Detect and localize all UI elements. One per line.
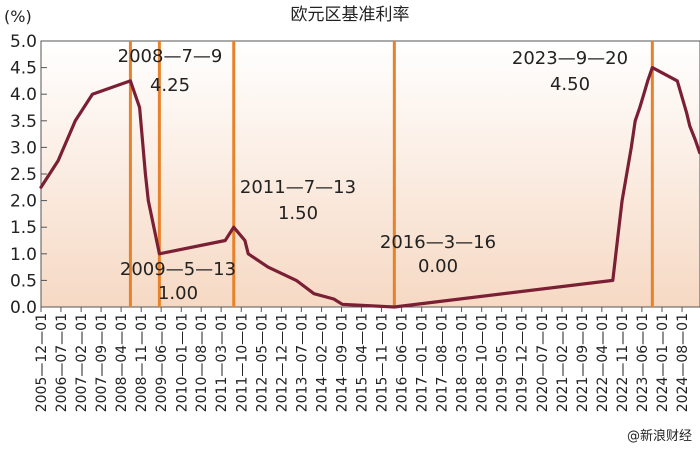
x-tick-label: 2006—07—01 — [54, 313, 70, 412]
x-tick-label: 2017—01—01 — [415, 313, 431, 412]
plot-area — [40, 40, 700, 308]
x-tick-label: 2016—06—01 — [395, 313, 411, 412]
annotation-value: 0.00 — [418, 256, 458, 277]
annotation-value: 1.00 — [158, 283, 198, 304]
x-tick-label: 2009—06—01 — [154, 313, 170, 412]
y-tick-label: 1.5 — [10, 218, 37, 238]
y-axis: 5.0 4.5 4.0 3.5 3.0 2.5 2.0 1.5 1.0 0.5 0.0 — [10, 32, 47, 318]
y-tick-label: 5.0 — [10, 32, 37, 52]
y-tick-label: 3.0 — [10, 138, 37, 158]
chart-title: 欧元区基准利率 — [291, 5, 410, 25]
annotation-date: 2016—3—16 — [380, 232, 496, 253]
x-tick-label: 2008—04—01 — [114, 313, 130, 412]
annotation-date: 2009—5—13 — [120, 259, 236, 280]
x-tick-label: 2007—09—01 — [94, 313, 110, 412]
annotation-date: 2011—7—13 — [240, 177, 356, 198]
x-tick-label: 2017—08—01 — [435, 313, 451, 412]
x-tick-label: 2020—07—01 — [535, 313, 551, 412]
x-tick-label: 2012—12—01 — [274, 313, 290, 412]
x-tick-label: 2011—03—01 — [214, 313, 230, 412]
x-tick-label: 2022—11—01 — [615, 313, 631, 412]
y-tick-label: 3.5 — [10, 112, 37, 132]
y-tick-label: 0.5 — [10, 271, 37, 291]
x-tick-label: 2019—12—01 — [515, 313, 531, 412]
annotation-value: 4.25 — [150, 75, 190, 96]
x-tick-label: 2022—04—01 — [595, 313, 611, 412]
x-tick-label: 2019—05—01 — [495, 313, 511, 412]
y-tick-label: 2.5 — [10, 165, 37, 185]
annotation-value: 4.50 — [550, 74, 590, 95]
x-tick-label: 2008—11—01 — [134, 313, 150, 412]
x-tick-label: 2010—08—01 — [194, 313, 210, 412]
x-tick-label: 2007—02—01 — [74, 313, 90, 412]
x-tick-label: 2021—09—01 — [575, 313, 591, 412]
y-tick-label: 0.0 — [10, 298, 37, 318]
x-tick-label: 2015—04—01 — [354, 313, 370, 412]
watermark: @新浪财经 — [627, 428, 692, 444]
x-tick-label: 2024—01—01 — [655, 313, 671, 412]
x-tick-label: 2021—02—01 — [555, 313, 571, 412]
x-tick-label: 2023—06—01 — [635, 313, 651, 412]
x-tick-label: 2013—07—01 — [294, 313, 310, 412]
x-tick-label: 2014—02—01 — [315, 313, 331, 412]
annotation-value: 1.50 — [278, 203, 318, 224]
y-tick-label: 2.0 — [10, 192, 37, 212]
y-tick-label: 4.5 — [10, 59, 37, 79]
y-axis-label: (%) — [4, 7, 32, 26]
x-tick-label: 2024—08—01 — [675, 313, 691, 412]
x-tick-label: 2010—01—01 — [174, 313, 190, 412]
annotation-date: 2008—7—9 — [118, 46, 223, 67]
annotations: 2008—7—9 4.25 2009—5—13 1.00 2011—7—13 1.50 20… — [118, 46, 628, 304]
x-tick-label: 2018—10—01 — [475, 313, 491, 412]
x-tick-label: 2018—03—01 — [455, 313, 471, 412]
x-tick-label: 2011—10—01 — [234, 313, 250, 412]
y-tick-label: 1.0 — [10, 245, 37, 265]
x-axis: 2005—12—01 2006—07—01 2007—02—01 2007—09—01… — [34, 307, 691, 412]
series-line-rate — [39, 66, 700, 309]
x-tick-label: 2005—12—01 — [34, 313, 50, 412]
annotation-date: 2023—9—20 — [512, 48, 628, 69]
x-tick-label: 2012—05—01 — [254, 313, 270, 412]
y-tick-label: 4.0 — [10, 85, 37, 105]
x-tick-label: 2015—11—01 — [375, 313, 391, 412]
x-tick-label: 2014—09—01 — [334, 313, 350, 412]
